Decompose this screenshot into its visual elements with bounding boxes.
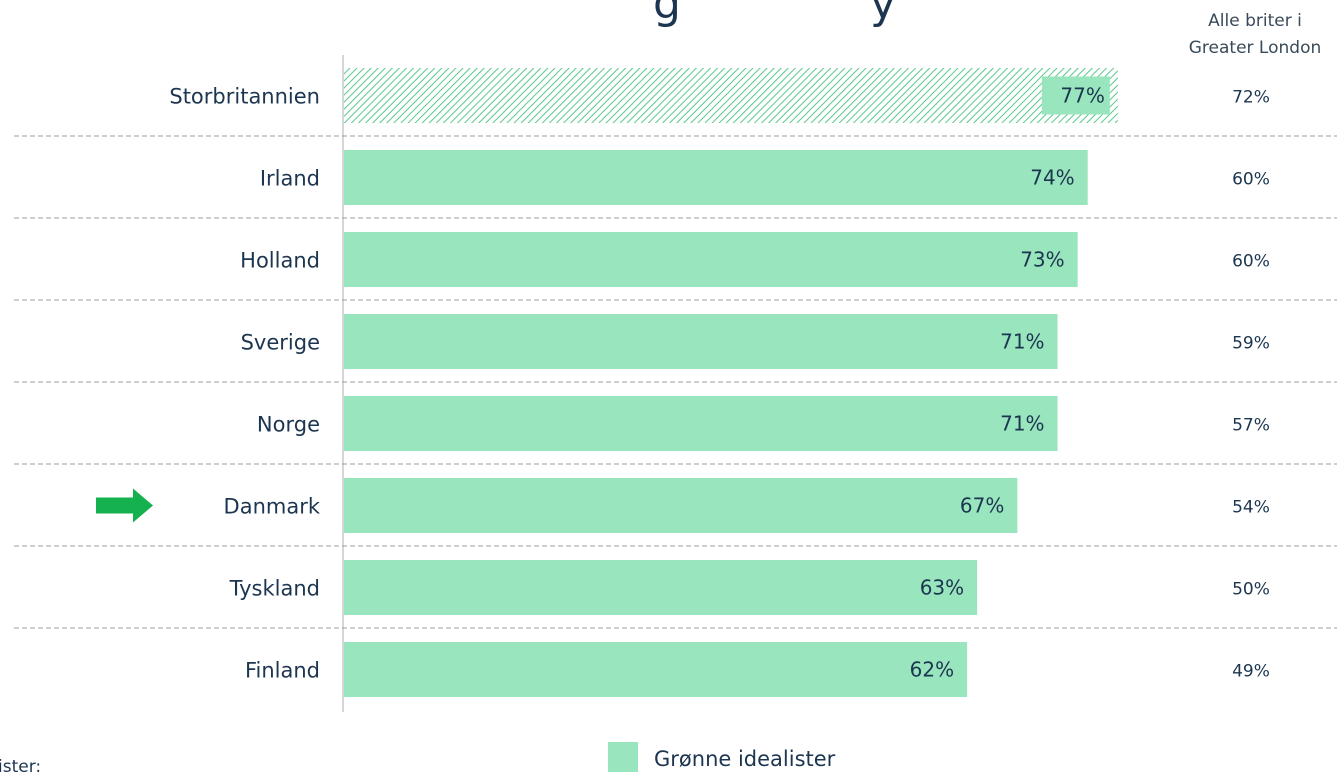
bar-value-label: 67% [960, 494, 1004, 518]
category-label: Tyskland [229, 577, 320, 601]
bar [344, 150, 1088, 205]
right-column-value: 50% [1232, 580, 1270, 600]
highlight-arrow-icon [96, 488, 153, 523]
row-dividers [14, 55, 1337, 712]
bar-value-label: 73% [1020, 248, 1064, 272]
bar [344, 232, 1078, 287]
category-label: Finland [245, 659, 320, 683]
category-label: Norge [257, 413, 320, 437]
right-column-value: 60% [1232, 170, 1270, 190]
bar-hatched [344, 68, 1118, 123]
value-label-box [1041, 76, 1110, 115]
category-label: Danmark [224, 495, 321, 519]
category-label: Irland [260, 167, 320, 191]
title-fragment-right: y [870, 0, 896, 29]
bar [344, 560, 978, 615]
bar-value-label: 71% [1000, 330, 1044, 354]
bar [344, 478, 1018, 533]
right-column-header-line1: Alle briter i [1208, 11, 1302, 31]
bar-value-label: 62% [910, 658, 954, 682]
legend-swatch [608, 742, 638, 772]
bar-value-label: 71% [1000, 412, 1044, 436]
bar [344, 642, 968, 697]
bar [344, 396, 1058, 451]
right-column-value: 72% [1232, 88, 1270, 108]
bars: 77% 74% 73% 71% 71% 67% 63% 62% [344, 68, 1118, 697]
right-column-value: 60% [1232, 252, 1270, 272]
right-column-value: 59% [1232, 334, 1270, 354]
title-fragment: g [653, 0, 681, 29]
category-labels: Storbritannien Irland Holland Sverige Norge D… [96, 85, 321, 683]
right-column-value: 54% [1232, 498, 1270, 518]
right-column: 72% 60% 60% 59% 57% 54% 50% 49% Alle briter i Gre… [1189, 11, 1322, 682]
right-column-value: 49% [1232, 662, 1270, 682]
bar-value-label: 74% [1030, 166, 1074, 190]
bar-value-label: 77% [1060, 84, 1104, 108]
right-column-value: 57% [1232, 416, 1270, 436]
legend: Grønne idealister ister: [0, 742, 836, 772]
right-column-header-line2: Greater London [1189, 38, 1322, 58]
category-label: Sverige [241, 331, 320, 355]
bar-value-label: 63% [920, 576, 964, 600]
bar [344, 314, 1058, 369]
left-note: ister: [0, 757, 41, 772]
legend-label: Grønne idealister [654, 747, 836, 771]
category-label: Storbritannien [169, 85, 320, 109]
category-label: Holland [240, 249, 320, 273]
